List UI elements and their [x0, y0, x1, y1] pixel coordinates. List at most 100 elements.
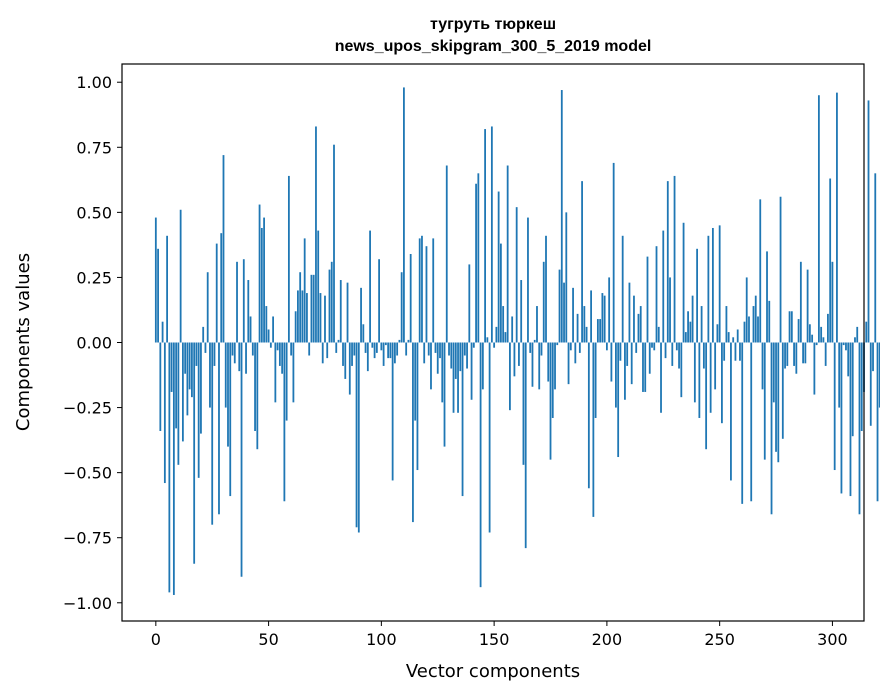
bar	[389, 342, 392, 359]
bar	[865, 321, 868, 343]
bar	[315, 126, 317, 343]
bar	[337, 339, 340, 343]
bar	[502, 306, 505, 343]
bar	[400, 272, 403, 343]
bar	[531, 342, 534, 387]
bar	[441, 342, 444, 403]
bar	[671, 342, 674, 366]
bar	[806, 269, 809, 343]
bar	[587, 342, 590, 489]
bar	[691, 295, 694, 343]
bar	[454, 342, 457, 379]
bar	[209, 342, 211, 408]
plot-frame	[121, 63, 865, 622]
y-tick-label: −0.50	[63, 464, 112, 483]
bar	[804, 342, 807, 364]
bar	[312, 274, 315, 343]
bar	[831, 261, 834, 343]
bar	[709, 342, 712, 413]
bar	[822, 337, 825, 343]
bar	[403, 87, 405, 343]
x-tick-label: 250	[704, 630, 735, 649]
bar	[168, 342, 171, 593]
bar	[362, 324, 365, 343]
bar	[599, 319, 602, 343]
bar	[644, 342, 647, 392]
bar	[254, 342, 256, 431]
bar	[290, 342, 293, 356]
bar	[736, 329, 739, 343]
bar	[206, 272, 209, 343]
bar	[215, 243, 218, 343]
bar	[693, 342, 696, 403]
bar	[533, 339, 536, 343]
bar	[515, 207, 518, 343]
x-tick-label: 200	[592, 630, 623, 649]
bar	[191, 342, 193, 398]
y-tick-label: −0.75	[63, 529, 112, 548]
bar	[445, 165, 448, 343]
bar	[511, 316, 514, 343]
bar	[878, 342, 880, 408]
bar	[811, 334, 814, 343]
bar	[263, 217, 265, 343]
bar	[727, 332, 730, 343]
bar	[732, 337, 735, 343]
bar	[845, 342, 847, 351]
bar	[258, 204, 261, 343]
bar	[328, 269, 331, 343]
bar	[387, 342, 390, 359]
bar	[407, 339, 410, 343]
bar	[657, 326, 660, 343]
bar	[529, 342, 532, 353]
bar	[664, 342, 667, 359]
bar	[813, 342, 816, 395]
bar	[256, 342, 259, 450]
bar	[854, 337, 856, 343]
bar	[229, 342, 232, 497]
bar	[479, 342, 482, 588]
x-tick-label: 150	[479, 630, 510, 649]
bar	[348, 342, 351, 395]
bar	[648, 342, 651, 374]
y-tick-label: −0.25	[63, 399, 112, 418]
bar	[490, 126, 493, 343]
bar	[506, 165, 509, 343]
x-axis-label: Vector components	[406, 661, 580, 682]
y-tick-label: 0.25	[76, 268, 112, 287]
bar	[847, 342, 850, 377]
bar	[355, 342, 358, 528]
bar	[373, 342, 376, 359]
bar	[635, 342, 638, 353]
bar	[554, 342, 556, 390]
bar	[660, 342, 662, 413]
bar	[161, 321, 164, 343]
bar	[689, 321, 692, 343]
bar	[493, 342, 496, 348]
bar	[425, 246, 428, 343]
bar	[754, 295, 757, 343]
y-tick-label: 1.00	[76, 73, 112, 92]
bar	[750, 342, 753, 502]
bar	[524, 342, 527, 549]
bar	[287, 175, 290, 343]
bar	[297, 290, 299, 343]
bar	[470, 342, 473, 400]
bar	[876, 342, 879, 502]
bar	[472, 342, 475, 348]
y-tick-label: −1.00	[63, 594, 112, 613]
bar	[619, 342, 622, 361]
bar	[364, 342, 367, 353]
bar	[497, 191, 500, 343]
bar	[260, 227, 263, 343]
bar	[330, 261, 333, 343]
bar	[700, 306, 703, 343]
bar	[761, 342, 764, 390]
bar	[200, 342, 202, 434]
bar	[416, 342, 419, 471]
bar	[808, 324, 811, 343]
bar	[752, 306, 755, 343]
bar	[423, 342, 426, 364]
bar	[551, 342, 554, 418]
bar	[324, 295, 326, 343]
